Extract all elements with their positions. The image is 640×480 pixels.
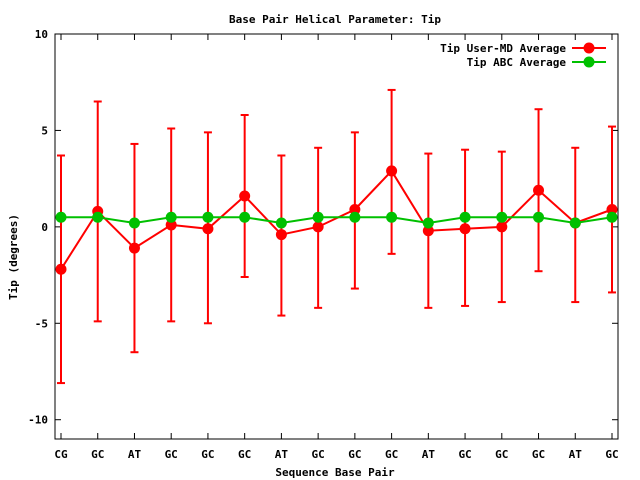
y-tick-label: -10 <box>28 414 48 427</box>
data-point <box>275 217 287 229</box>
data-point <box>386 211 398 223</box>
y-axis-label: Tip (degrees) <box>7 214 20 300</box>
x-tick-label: GC <box>238 448 251 461</box>
x-axis-ticks: CG GC AT GC GC GC AT GC GC GC AT GC GC GC AT GC <box>54 34 619 461</box>
data-point <box>239 190 251 202</box>
data-point <box>165 219 177 231</box>
x-tick-label: GC <box>312 448 325 461</box>
x-tick-label: GC <box>348 448 361 461</box>
x-tick-label: AT <box>128 448 142 461</box>
data-point <box>533 211 545 223</box>
x-tick-label: GC <box>532 448 545 461</box>
data-point <box>202 211 214 223</box>
x-tick-label: GC <box>605 448 618 461</box>
legend-marker <box>583 42 595 54</box>
data-point <box>496 211 508 223</box>
data-point <box>349 211 361 223</box>
data-point <box>275 229 287 241</box>
data-point <box>459 223 471 235</box>
series-line <box>60 169 613 270</box>
data-point <box>349 204 361 215</box>
data-point <box>128 242 140 254</box>
data-point <box>92 211 104 223</box>
y-tick-label: -5 <box>35 317 48 330</box>
x-tick-label: AT <box>569 448 583 461</box>
y-tick-label: 5 <box>41 124 48 137</box>
data-point <box>606 204 618 215</box>
x-tick-label: AT <box>422 448 436 461</box>
data-point <box>533 184 545 196</box>
data-point <box>422 225 434 237</box>
x-tick-label: AT <box>275 448 289 461</box>
data-point <box>202 223 214 235</box>
chart-title: Base Pair Helical Parameter: Tip <box>229 13 441 26</box>
x-tick-label: GC <box>165 448 178 461</box>
data-point <box>239 211 251 223</box>
x-tick-label: GC <box>385 448 398 461</box>
y-tick-label: 10 <box>35 28 48 41</box>
series-group <box>55 211 618 229</box>
data-point <box>128 217 140 229</box>
data-point <box>55 263 67 275</box>
y-tick-label: 0 <box>41 221 48 234</box>
data-point <box>569 217 581 229</box>
x-tick-label: GC <box>201 448 214 461</box>
x-tick-label: GC <box>91 448 104 461</box>
data-point <box>459 211 471 223</box>
data-point <box>496 221 508 233</box>
data-point <box>312 221 324 233</box>
series-layer <box>55 88 618 385</box>
data-point <box>386 165 398 177</box>
x-tick-label: GC <box>495 448 508 461</box>
data-point <box>165 211 177 223</box>
data-point <box>55 211 67 223</box>
data-point <box>422 217 434 229</box>
plot-frame <box>54 33 619 440</box>
x-axis-label: Sequence Base Pair <box>275 466 395 479</box>
series-line <box>61 216 613 225</box>
y-axis-ticks: 10 5 0 -5 -10 <box>28 28 618 427</box>
x-tick-label: CG <box>54 448 68 461</box>
series-group <box>55 88 618 385</box>
data-point <box>312 211 324 223</box>
x-tick-label: GC <box>458 448 471 461</box>
data-point <box>606 211 618 223</box>
legend-label: Tip ABC Average <box>467 56 567 69</box>
legend-marker <box>583 56 595 68</box>
legend-label: Tip User-MD Average <box>440 42 566 55</box>
